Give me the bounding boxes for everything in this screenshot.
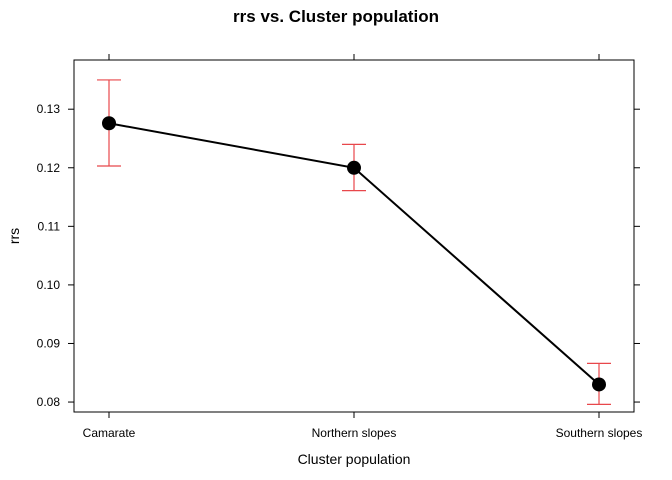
- y-axis-ticks: 0.08 0.09 0.10 0.11 0.12 0.13: [37, 102, 640, 409]
- x-tick-label: Northern slopes: [312, 426, 397, 440]
- chart-title: rrs vs. Cluster population: [233, 7, 439, 26]
- y-axis-label: rrs: [6, 228, 22, 244]
- data-point: [347, 160, 361, 175]
- y-tick-label: 0.10: [37, 278, 61, 292]
- y-tick-label: 0.12: [37, 161, 61, 175]
- x-tick-label: Camarate: [83, 426, 136, 440]
- data-point: [102, 116, 116, 131]
- data-points: [102, 116, 606, 392]
- x-tick-label: Southern slopes: [556, 426, 643, 440]
- y-tick-label: 0.09: [37, 336, 61, 350]
- plot-frame: [73, 59, 635, 413]
- error-bars: [97, 79, 611, 405]
- data-point: [592, 377, 606, 392]
- y-tick-label: 0.11: [38, 219, 61, 233]
- x-axis-label: Cluster population: [298, 451, 411, 467]
- y-tick-label: 0.13: [37, 102, 61, 116]
- y-tick-label: 0.08: [37, 395, 61, 409]
- x-axis-ticks: Camarate Northern slopes Southern slopes: [83, 54, 643, 440]
